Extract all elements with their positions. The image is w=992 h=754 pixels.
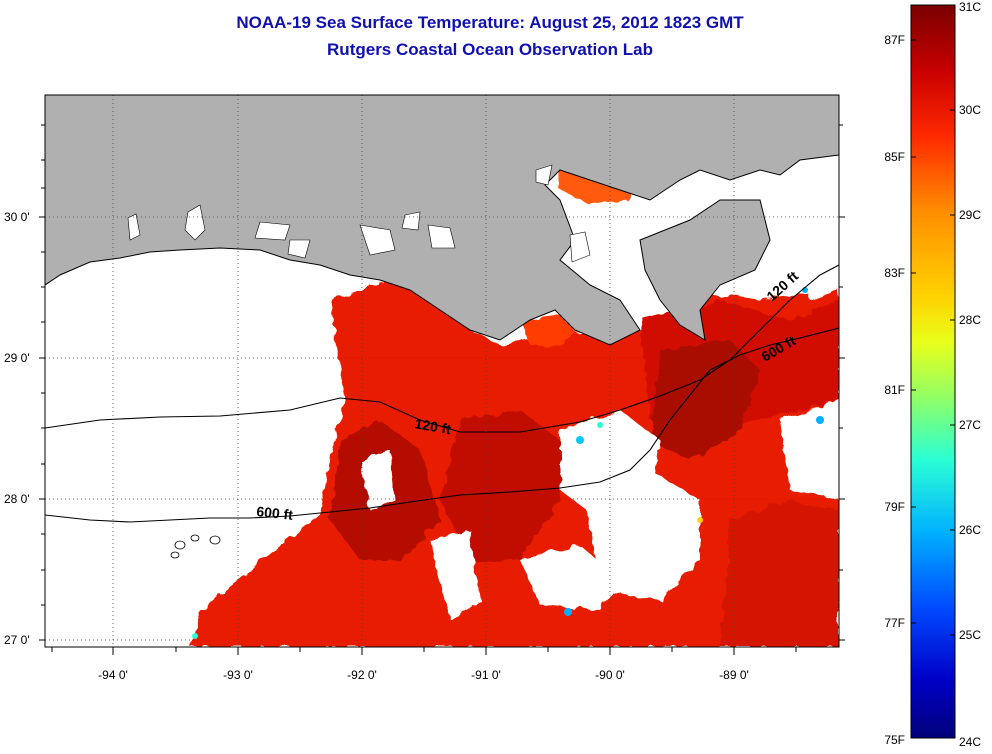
lon-label: -92 0' — [347, 668, 377, 682]
lon-label: -93 0' — [223, 668, 253, 682]
cloud-gaps — [360, 220, 839, 620]
c-label: 24C — [959, 735, 981, 749]
lon-label: -89 0' — [719, 668, 749, 682]
colorbar — [910, 4, 956, 739]
c-label: 28C — [959, 313, 981, 327]
map-frame — [44, 94, 840, 648]
lat-label: 27 0' — [4, 633, 30, 647]
lon-label: -90 0' — [595, 668, 625, 682]
c-label: 26C — [959, 523, 981, 537]
map-title: NOAA-19 Sea Surface Temperature: August … — [236, 13, 744, 32]
lat-label: 28 0' — [4, 492, 30, 506]
c-label: 25C — [959, 628, 981, 642]
colorbar-fahrenheit-labels: 87F 85F 83F 81F 79F 77F 75F — [884, 33, 905, 747]
contour-label-120ft: 120 ft — [413, 415, 452, 437]
lat-label: 29 0' — [4, 351, 30, 365]
c-label: 27C — [959, 418, 981, 432]
lon-label: -91 0' — [471, 668, 501, 682]
contour-600ft-line — [45, 327, 839, 523]
contour-label-600ft: 600 ft — [256, 503, 294, 523]
f-label: 77F — [884, 616, 905, 630]
colorbar-celsius-labels: 31C 30C 29C 28C 27C 26C 25C 24C — [959, 0, 981, 749]
lat-label: 30 0' — [4, 210, 30, 224]
axis-ticks — [39, 124, 845, 655]
latitude-labels: 30 0' 29 0' 28 0' 27 0' — [4, 210, 30, 647]
colorbar-ticks — [911, 39, 955, 636]
graticule — [45, 95, 839, 647]
c-label: 30C — [959, 103, 981, 117]
f-label: 75F — [884, 733, 905, 747]
map-area — [45, 95, 839, 647]
c-label: 29C — [959, 208, 981, 222]
f-label: 81F — [884, 383, 905, 397]
inland-lakes — [127, 164, 591, 263]
lon-label: -94 0' — [98, 668, 128, 682]
reef-islands — [170, 534, 221, 559]
f-label: 87F — [884, 33, 905, 47]
contour-120ft-line — [45, 264, 839, 433]
f-label: 85F — [884, 150, 905, 164]
f-label: 83F — [884, 266, 905, 280]
c-label: 31C — [959, 0, 981, 14]
delta-land — [639, 199, 771, 341]
map-subtitle: Rutgers Coastal Ocean Observation Lab — [327, 40, 653, 59]
f-label: 79F — [884, 500, 905, 514]
longitude-labels: -94 0' -93 0' -92 0' -91 0' -90 0' -89 0… — [98, 668, 749, 682]
land-mass — [45, 95, 839, 346]
